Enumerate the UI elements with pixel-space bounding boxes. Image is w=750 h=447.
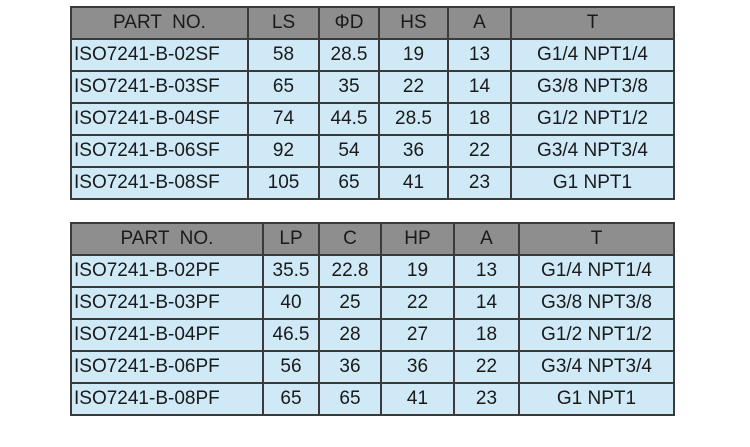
table-cell: 14 [453, 286, 520, 320]
column-header: PART NO. [70, 6, 249, 40]
table-row: ISO7241-B-02PF 35.5 22.8 19 13 G1/4 NPT1/4 [70, 254, 675, 288]
header-row: PART NO. LS ΦD HS A T [70, 6, 675, 40]
table-row: ISO7241-B-02SF 58 28.5 19 13 G1/4 NPT1/4 [70, 38, 675, 72]
table-cell: 54 [318, 134, 380, 168]
part-number-cell: ISO7241-B-08PF [70, 382, 264, 416]
table-cell: 28.5 [318, 38, 380, 72]
table-cell: G1 NPT1 [510, 166, 675, 200]
table-row: ISO7241-B-04SF 74 44.5 28.5 18 G1/2 NPT1/2 [70, 102, 675, 136]
table-cell: 41 [378, 166, 449, 200]
table-cell: 27 [380, 318, 455, 352]
table-cell: G1/2 NPT1/2 [518, 318, 675, 352]
table-cell: 36 [380, 350, 455, 384]
table-cell: 58 [247, 38, 320, 72]
table-cell: 28.5 [378, 102, 449, 136]
part-number-cell: ISO7241-B-06SF [70, 134, 249, 168]
column-header: T [510, 6, 675, 40]
table-row: ISO7241-B-08PF 65 65 41 23 G1 NPT1 [70, 382, 675, 416]
column-header: T [518, 222, 675, 256]
column-header: ΦD [318, 6, 380, 40]
part-number-cell: ISO7241-B-02SF [70, 38, 249, 72]
table-cell: 65 [262, 382, 320, 416]
part-number-cell: ISO7241-B-06PF [70, 350, 264, 384]
table-cell: 13 [453, 254, 520, 288]
column-header: LS [247, 6, 320, 40]
part-number-cell: ISO7241-B-04PF [70, 318, 264, 352]
table-cell: 18 [453, 318, 520, 352]
column-header: A [447, 6, 512, 40]
part-number-cell: ISO7241-B-03SF [70, 70, 249, 104]
table-row: ISO7241-B-04PF 46.5 28 27 18 G1/2 NPT1/2 [70, 318, 675, 352]
table-cell: G3/4 NPT3/4 [518, 350, 675, 384]
table-cell: 28 [318, 318, 382, 352]
table-cell: 25 [318, 286, 382, 320]
table-cell: 23 [453, 382, 520, 416]
column-header: LP [262, 222, 320, 256]
table-cell: 105 [247, 166, 320, 200]
column-header: C [318, 222, 382, 256]
column-header: PART NO. [70, 222, 264, 256]
table-cell: 13 [447, 38, 512, 72]
column-header: A [453, 222, 520, 256]
table-cell: G3/8 NPT3/8 [510, 70, 675, 104]
table-cell: G1 NPT1 [518, 382, 675, 416]
table-cell: 56 [262, 350, 320, 384]
table-cell: 22 [447, 134, 512, 168]
table-cell: 19 [378, 38, 449, 72]
table-row: ISO7241-B-03PF 40 25 22 14 G3/8 NPT3/8 [70, 286, 675, 320]
table-cell: 14 [447, 70, 512, 104]
table-cell: G1/2 NPT1/2 [510, 102, 675, 136]
table-cell: 41 [380, 382, 455, 416]
table-cell: 36 [378, 134, 449, 168]
table-cell: 92 [247, 134, 320, 168]
table-cell: 65 [318, 166, 380, 200]
table-cell: 35 [318, 70, 380, 104]
part-number-cell: ISO7241-B-08SF [70, 166, 249, 200]
table-cell: 65 [247, 70, 320, 104]
column-header: HP [380, 222, 455, 256]
table-cell: 23 [447, 166, 512, 200]
table-cell: 18 [447, 102, 512, 136]
table-cell: G3/8 NPT3/8 [518, 286, 675, 320]
table-row: ISO7241-B-06PF 56 36 36 22 G3/4 NPT3/4 [70, 350, 675, 384]
table-row: ISO7241-B-08SF 105 65 41 23 G1 NPT1 [70, 166, 675, 200]
table-row: ISO7241-B-03SF 65 35 22 14 G3/8 NPT3/8 [70, 70, 675, 104]
table-cell: 22 [378, 70, 449, 104]
table-row: ISO7241-B-06SF 92 54 36 22 G3/4 NPT3/4 [70, 134, 675, 168]
table-cell: 35.5 [262, 254, 320, 288]
table-cell: 22 [380, 286, 455, 320]
table-cell: 65 [318, 382, 382, 416]
sf-dimensions-table: PART NO. LS ΦD HS A T ISO7241-B-02SF 58 28.5 19 13… [70, 6, 675, 200]
table-cell: 46.5 [262, 318, 320, 352]
column-header: HS [378, 6, 449, 40]
part-number-cell: ISO7241-B-03PF [70, 286, 264, 320]
header-row: PART NO. LP C HP A T [70, 222, 675, 256]
table-cell: 74 [247, 102, 320, 136]
table-cell: 22.8 [318, 254, 382, 288]
table-cell: 19 [380, 254, 455, 288]
table-cell: G1/4 NPT1/4 [510, 38, 675, 72]
part-number-cell: ISO7241-B-02PF [70, 254, 264, 288]
part-number-cell: ISO7241-B-04SF [70, 102, 249, 136]
table-cell: G3/4 NPT3/4 [510, 134, 675, 168]
pf-dimensions-table: PART NO. LP C HP A T ISO7241-B-02PF 35.5 22.8 19 1… [70, 222, 675, 416]
table-cell: 44.5 [318, 102, 380, 136]
table-cell: G1/4 NPT1/4 [518, 254, 675, 288]
table-cell: 22 [453, 350, 520, 384]
table-cell: 36 [318, 350, 382, 384]
table-cell: 40 [262, 286, 320, 320]
